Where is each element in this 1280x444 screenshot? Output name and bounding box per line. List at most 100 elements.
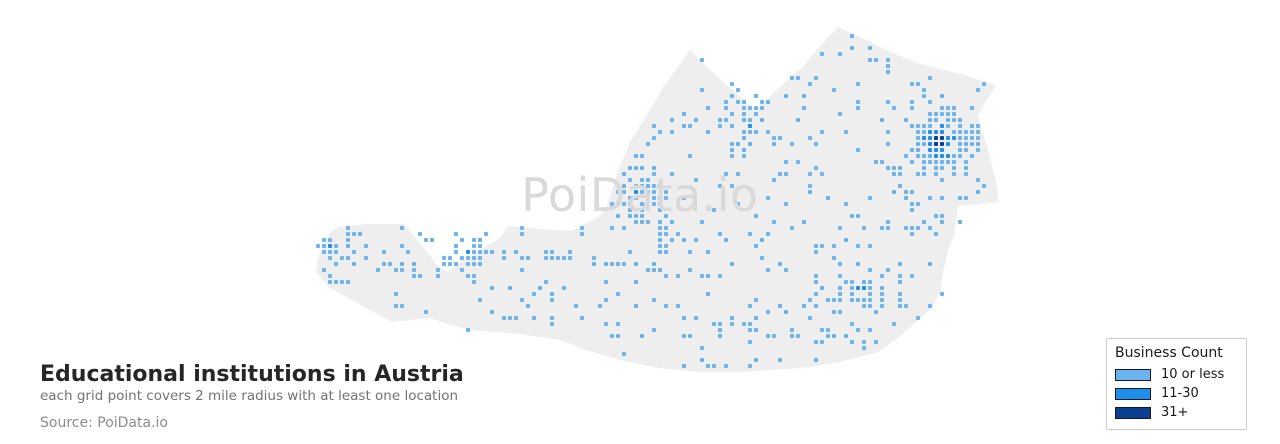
data-point [856, 286, 860, 290]
data-point [742, 112, 746, 116]
legend-item: 10 or less [1115, 365, 1238, 384]
data-point [742, 148, 746, 152]
data-point [622, 172, 626, 176]
data-point [886, 100, 890, 104]
data-point [472, 274, 476, 278]
data-point [346, 226, 350, 230]
data-point [550, 298, 554, 302]
data-point [784, 310, 788, 314]
data-point [934, 232, 938, 236]
data-point [814, 274, 818, 278]
data-point [352, 250, 356, 254]
data-point [886, 142, 890, 146]
data-point [910, 190, 914, 194]
data-point [766, 100, 770, 104]
data-point [976, 130, 980, 134]
data-point [856, 328, 860, 332]
data-point [580, 226, 584, 230]
data-point [640, 178, 644, 182]
data-point [550, 322, 554, 326]
data-point [922, 160, 926, 164]
data-point [730, 112, 734, 116]
data-point [718, 124, 722, 128]
data-point [730, 262, 734, 266]
data-point [718, 274, 722, 278]
data-point [850, 298, 854, 302]
data-point [472, 262, 476, 266]
data-point [520, 232, 524, 236]
data-point [964, 130, 968, 134]
data-point [838, 286, 842, 290]
data-point [646, 178, 650, 182]
data-point [814, 340, 818, 344]
data-point [664, 196, 668, 200]
source-attribution: Source: PoiData.io [40, 415, 168, 431]
data-point [454, 262, 458, 266]
data-point [850, 340, 854, 344]
data-point [922, 94, 926, 98]
data-point [922, 136, 926, 140]
data-point [910, 226, 914, 230]
data-point [472, 238, 476, 242]
data-point [598, 304, 602, 308]
legend-swatch-icon [1115, 387, 1151, 400]
data-point [742, 154, 746, 158]
austria-landmass [316, 27, 998, 372]
data-point [838, 298, 842, 302]
data-point [682, 238, 686, 242]
data-point [892, 166, 896, 170]
data-point [910, 274, 914, 278]
data-point [466, 274, 470, 278]
data-point [772, 334, 776, 338]
data-point [802, 220, 806, 224]
data-point [886, 226, 890, 230]
data-point [964, 148, 968, 152]
data-point [442, 256, 446, 260]
data-point [856, 244, 860, 248]
data-point [940, 136, 944, 140]
data-point [748, 328, 752, 332]
data-point [640, 214, 644, 218]
data-point [550, 316, 554, 320]
data-point [928, 160, 932, 164]
data-point [922, 142, 926, 146]
data-point [652, 202, 656, 206]
data-point [736, 172, 740, 176]
data-point [748, 364, 752, 368]
data-point [754, 94, 758, 98]
data-point [562, 286, 566, 290]
data-point [778, 262, 782, 266]
data-point [946, 118, 950, 122]
data-point [970, 106, 974, 110]
data-point [790, 76, 794, 80]
data-point [802, 94, 806, 98]
data-point [742, 100, 746, 104]
data-point [634, 166, 638, 170]
data-point [736, 202, 740, 206]
data-point [820, 286, 824, 290]
data-point [478, 244, 482, 248]
data-point [646, 268, 650, 272]
data-point [802, 106, 806, 110]
data-point [928, 226, 932, 230]
data-point [916, 172, 920, 176]
data-point [634, 262, 638, 266]
data-point [880, 292, 884, 296]
data-point [418, 232, 422, 236]
data-point [790, 226, 794, 230]
data-point [670, 220, 674, 224]
data-point [958, 142, 962, 146]
data-point [808, 190, 812, 194]
data-point [574, 304, 578, 308]
data-point [964, 142, 968, 146]
data-point [898, 166, 902, 170]
data-point [760, 100, 764, 104]
data-point [916, 148, 920, 152]
data-point [928, 112, 932, 116]
data-point [982, 82, 986, 86]
data-point [730, 316, 734, 320]
data-point [826, 298, 830, 302]
data-point [766, 334, 770, 338]
data-point [604, 280, 608, 284]
data-point [568, 250, 572, 254]
